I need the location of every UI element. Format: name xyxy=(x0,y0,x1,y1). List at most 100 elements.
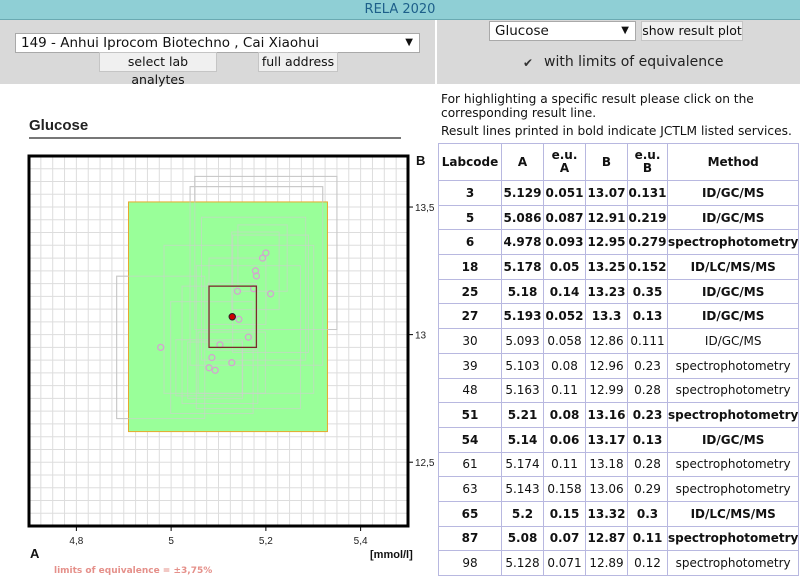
cell-eub: 0.11 xyxy=(627,525,668,552)
cell-method: spectrophotometry xyxy=(666,476,800,502)
table-row[interactable]: 98 5.128 0.071 12.89 0.12 spectrophotometry xyxy=(438,550,800,576)
cell-eua: 0.093 xyxy=(543,229,586,256)
cell-eua: 0.07 xyxy=(543,525,586,552)
result-point xyxy=(251,267,260,275)
cell-a: 5.128 xyxy=(501,550,544,576)
cell-method: ID/LC/MS/MS xyxy=(666,254,800,280)
uncertainty-box xyxy=(232,234,310,353)
cell-eua: 0.058 xyxy=(543,328,586,354)
result-point xyxy=(157,343,165,352)
lab-select[interactable]: 149 - Anhui Iprocom Biotechno , Cai Xiao… xyxy=(15,33,420,53)
cell-b: 13.07 xyxy=(585,180,628,206)
chevron-down-icon: ▼ xyxy=(405,37,413,48)
table-row[interactable]: 61 5.174 0.11 13.18 0.28 spectrophotometry xyxy=(438,451,800,478)
cell-method: ID/GC/MS xyxy=(666,278,800,305)
table-row[interactable]: 3 5.129 0.051 13.07 0.131 ID/GC/MS xyxy=(438,180,800,206)
cell-eua: 0.11 xyxy=(543,377,586,404)
cell-b: 12.99 xyxy=(585,377,628,404)
cell-eua: 0.052 xyxy=(543,303,586,330)
table-row[interactable]: 25 5.18 0.14 13.23 0.35 ID/GC/MS xyxy=(438,278,800,305)
equivalence-checkbox-label: with limits of equivalence xyxy=(544,54,724,70)
select-lab-analytes-button[interactable]: select lab analytes xyxy=(99,52,217,87)
cell-b: 13.18 xyxy=(585,451,628,478)
cell-a: 5.178 xyxy=(501,254,544,280)
uncertainty-box xyxy=(200,216,307,361)
cell-eub: 0.23 xyxy=(627,402,668,428)
table-row[interactable]: 65 5.2 0.15 13.32 0.3 ID/LC/MS/MS xyxy=(438,500,800,527)
cell-b: 12.87 xyxy=(585,525,628,552)
axis-a-label: A xyxy=(30,546,40,561)
info-line-3: Result lines printed in bold indicate JC… xyxy=(441,124,792,138)
analyte-select-value: Glucose xyxy=(495,23,549,39)
equivalence-region xyxy=(127,201,328,433)
cell-labcode: 54 xyxy=(438,426,502,453)
cell-b: 13.17 xyxy=(585,426,628,453)
cell-eub: 0.13 xyxy=(627,426,668,453)
highlighted-result-box xyxy=(208,285,258,349)
table-row[interactable]: 18 5.178 0.05 13.25 0.152 ID/LC/MS/MS xyxy=(438,254,800,280)
table-row[interactable]: 39 5.103 0.08 12.96 0.23 spectrophotometry xyxy=(438,352,800,379)
column-header: B xyxy=(585,143,628,181)
show-result-plot-button[interactable]: show result plot xyxy=(641,21,743,41)
lab-select-value: 149 - Anhui Iprocom Biotechno , Cai Xiao… xyxy=(21,35,320,51)
cell-b: 12.86 xyxy=(585,328,628,354)
axis-b-label: B xyxy=(416,153,425,168)
cell-eua: 0.087 xyxy=(543,204,586,231)
cell-labcode: 3 xyxy=(438,180,502,206)
cell-labcode: 39 xyxy=(438,352,502,379)
cell-a: 4.978 xyxy=(501,229,544,256)
equivalence-checkbox-row[interactable]: ✔ with limits of equivalence xyxy=(523,54,723,70)
table-row[interactable]: 87 5.08 0.07 12.87 0.11 spectrophotometry xyxy=(438,525,800,552)
table-row[interactable]: 27 5.193 0.052 13.3 0.13 ID/GC/MS xyxy=(438,303,800,330)
plot-frame xyxy=(27,154,410,528)
cell-eua: 0.06 xyxy=(543,426,586,453)
cell-eua: 0.15 xyxy=(543,500,586,527)
cell-labcode: 51 xyxy=(438,402,502,428)
youden-plot: 4,8 5 5,2 5,4 13,5 13 12,5 B A [mmol/l] xyxy=(27,153,435,561)
uncertainty-box xyxy=(170,301,254,414)
y-tick-label: 13,5 xyxy=(415,203,435,214)
cell-a: 5.14 xyxy=(501,426,544,453)
cell-a: 5.18 xyxy=(501,278,544,305)
table-row[interactable]: 51 5.21 0.08 13.16 0.23 spectrophotometry xyxy=(438,402,800,428)
analyte-select[interactable]: Glucose ▼ xyxy=(489,21,636,41)
cell-a: 5.093 xyxy=(501,328,544,354)
chart-title: Glucose xyxy=(29,117,89,134)
cell-method: spectrophotometry xyxy=(666,377,800,404)
table-row[interactable]: 6 4.978 0.093 12.95 0.279 spectrophotometry xyxy=(438,229,800,256)
cell-method: ID/GC/MS xyxy=(666,180,800,206)
uncertainty-box xyxy=(195,265,301,410)
uncertainty-box xyxy=(231,231,280,311)
cell-a: 5.129 xyxy=(501,180,544,206)
cell-b: 12.95 xyxy=(585,229,628,256)
cell-a: 5.103 xyxy=(501,352,544,379)
cell-eua: 0.08 xyxy=(543,352,586,379)
table-row[interactable]: 63 5.143 0.158 13.06 0.29 spectrophotometry xyxy=(438,476,800,502)
table-row[interactable]: 54 5.14 0.06 13.17 0.13 ID/GC/MS xyxy=(438,426,800,453)
cell-eua: 0.05 xyxy=(543,254,586,280)
cell-labcode: 5 xyxy=(438,204,502,231)
checkbox-check-icon[interactable]: ✔ xyxy=(523,56,534,70)
result-point xyxy=(208,353,216,362)
cell-a: 5.193 xyxy=(501,303,544,330)
cell-method: ID/LC/MS/MS xyxy=(666,500,800,527)
cell-eub: 0.111 xyxy=(627,328,668,354)
cell-eua: 0.158 xyxy=(543,476,586,502)
cell-eub: 0.12 xyxy=(627,550,668,576)
y-tick-label: 12,5 xyxy=(415,458,435,469)
cell-method: spectrophotometry xyxy=(666,451,800,478)
table-body: 3 5.129 0.051 13.07 0.131 ID/GC/MS 5 5.086 0.087… xyxy=(438,180,800,576)
cell-b: 13.25 xyxy=(585,254,628,280)
chevron-down-icon: ▼ xyxy=(621,25,629,36)
table-row[interactable]: 5 5.086 0.087 12.91 0.219 ID/GC/MS xyxy=(438,204,800,231)
window-title: RELA 2020 xyxy=(0,0,800,20)
full-address-button[interactable]: full address xyxy=(258,52,338,72)
cell-b: 13.3 xyxy=(585,303,628,330)
table-row[interactable]: 30 5.093 0.058 12.86 0.111 ID/GC/MS xyxy=(438,328,800,354)
x-tick-label: 5,2 xyxy=(259,536,273,547)
cell-b: 13.32 xyxy=(585,500,628,527)
cell-b: 13.23 xyxy=(585,278,628,305)
table-row[interactable]: 48 5.163 0.11 12.99 0.28 spectrophotometry xyxy=(438,377,800,404)
cell-a: 5.08 xyxy=(501,525,544,552)
